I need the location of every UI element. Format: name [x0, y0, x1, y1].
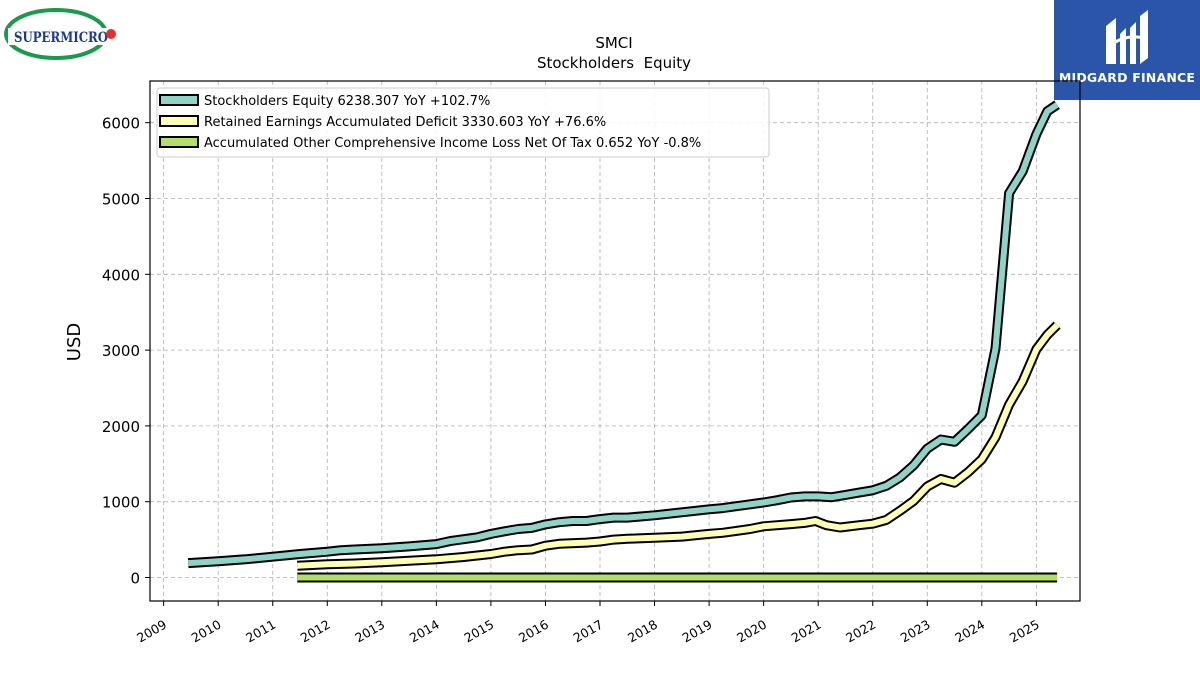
series-2-line — [297, 322, 1060, 569]
legend-swatch-1 — [159, 94, 199, 106]
x-tick-label: 2022 — [843, 617, 878, 646]
supermicro-logo-dot — [106, 29, 116, 39]
plot-frame — [149, 80, 1081, 602]
y-tick-label: 6000 — [102, 115, 140, 133]
x-tick-label: 2014 — [407, 617, 442, 646]
y-tick-label: 5000 — [102, 190, 140, 208]
x-tick-label: 2013 — [352, 617, 387, 646]
x-tick-label: 2020 — [734, 617, 769, 646]
x-tick-label: 2018 — [625, 617, 660, 646]
series-layer — [187, 100, 1061, 583]
midgard-finance-logo: MIDGARD FINANCE — [1054, 0, 1200, 100]
y-tick-label: 2000 — [102, 418, 140, 436]
x-tick-label: 2024 — [952, 617, 987, 646]
x-tick-label: 2009 — [134, 617, 169, 646]
x-tick-label: 2025 — [1007, 617, 1042, 646]
legend-box — [156, 87, 770, 158]
x-tick-label: 2021 — [789, 617, 824, 646]
x-tick-label: 2016 — [516, 617, 551, 646]
x-tick-label: 2015 — [461, 617, 496, 646]
grid — [150, 81, 1080, 601]
x-tick-label: 2017 — [570, 617, 605, 646]
x-tick-label: 2011 — [243, 617, 278, 646]
y-tick-label: 3000 — [102, 342, 140, 360]
x-tick-label: 2023 — [898, 617, 933, 646]
axes: 0 1000 2000 3000 4000 5000 6000 2009 2010 2011 201… — [102, 115, 1042, 646]
y-axis-label: USD — [64, 323, 85, 361]
x-tick-label: 2019 — [680, 617, 715, 646]
y-tick-label: 1000 — [102, 494, 140, 512]
chart-subtitle: Stockholders Equity — [537, 54, 691, 72]
legend-label-2: Retained Earnings Accumulated Deficit 33… — [204, 115, 606, 130]
series-1-line — [188, 102, 1059, 567]
x-tick-label: 2010 — [189, 617, 224, 646]
legend-label-1: Stockholders Equity 6238.307 YoY +102.7% — [204, 94, 490, 109]
midgard-finance-wordmark: MIDGARD FINANCE — [1058, 70, 1196, 85]
legend-label-3: Accumulated Other Comprehensive Income L… — [204, 136, 701, 151]
chart-title: SMCI — [595, 34, 632, 52]
midgard-mark-icon — [1106, 10, 1148, 64]
legend-swatch-3 — [159, 136, 199, 148]
legend-swatch-2 — [159, 115, 199, 127]
y-tick-label: 0 — [130, 570, 140, 588]
supermicro-logo-wordmark: SUPERMICRO — [14, 30, 108, 46]
series-2-outline — [297, 321, 1061, 571]
supermicro-logo: SUPERMICRO — [4, 4, 116, 62]
x-tick-label: 2012 — [298, 617, 333, 646]
legend: Stockholders Equity 6238.307 YoY +102.7%… — [156, 87, 770, 158]
series-1-outline — [187, 100, 1060, 569]
y-tick-label: 4000 — [102, 266, 140, 284]
